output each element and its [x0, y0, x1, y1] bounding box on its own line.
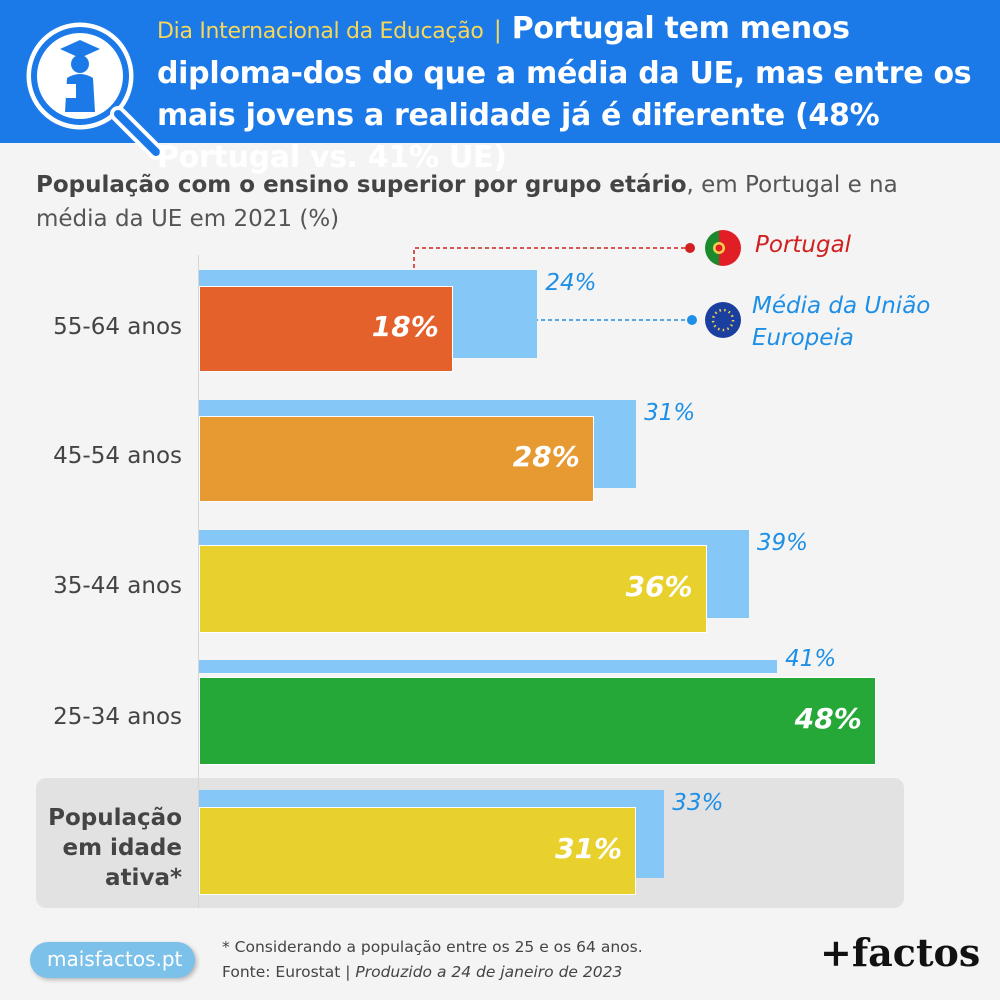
eu-value-label: 33%	[672, 790, 724, 816]
header-title: Dia Internacional da Educação | Portugal…	[157, 8, 987, 179]
portugal-value-label: 36%	[625, 570, 693, 603]
graduate-search-icon	[23, 19, 164, 160]
header-separator: |	[493, 16, 502, 44]
footnote-produced: Produzido a 24 de janeiro de 2023	[355, 963, 623, 981]
legend-portugal: Portugal	[755, 232, 852, 258]
category-label: 35-44 anos	[53, 573, 182, 599]
header-headline: Portugal tem menos diploma-dos do que a …	[157, 11, 972, 175]
category-label: 25-34 anos	[53, 704, 182, 730]
subtitle-bold: População com o ensino superior por grup…	[36, 172, 687, 198]
header-kicker: Dia Internacional da Educação	[157, 19, 484, 44]
portugal-bar	[199, 677, 876, 765]
brand-logo: +factos	[820, 930, 981, 975]
eu-value-label: 24%	[545, 270, 597, 296]
portugal-value-label: 18%	[371, 310, 439, 343]
eu-value-label: 31%	[644, 400, 696, 426]
eu-value-label: 41%	[785, 646, 837, 672]
subtitle-rest: , em Portugal e na média da UE em 2021 (…	[36, 172, 898, 232]
portugal-value-label: 48%	[794, 702, 862, 735]
portugal-bar	[199, 286, 453, 372]
category-label: 55-64 anos	[53, 314, 182, 340]
chart-subtitle: População com o ensino superior por grup…	[36, 168, 936, 236]
legend-eu: Média da União Europeia	[752, 293, 931, 351]
footnote-source-line: Fonte: Eurostat | Produzido a 24 de jane…	[222, 960, 643, 985]
footnote-note: * Considerando a população entre os 25 e…	[222, 938, 643, 956]
eu-bar	[199, 660, 778, 673]
axis-baseline	[198, 255, 199, 908]
portugal-bar	[199, 416, 594, 502]
site-link[interactable]: maisfactos.pt	[47, 947, 183, 971]
site-badge[interactable]	[30, 942, 195, 978]
portugal-bar	[199, 807, 637, 895]
eu-value-label: 39%	[756, 530, 809, 556]
portugal-flag-icon	[705, 230, 741, 266]
portugal-value-label: 28%	[512, 440, 580, 473]
header-banner	[0, 0, 1000, 143]
category-label: População em idade ativa*	[48, 805, 182, 891]
footnote: * Considerando a população entre os 25 e…	[222, 935, 643, 985]
portugal-bar	[199, 545, 707, 633]
footnote-source: Fonte: Eurostat |	[222, 963, 351, 981]
portugal-value-label: 31%	[555, 832, 623, 865]
eu-flag-icon	[705, 302, 741, 338]
category-label: 45-54 anos	[53, 443, 182, 469]
